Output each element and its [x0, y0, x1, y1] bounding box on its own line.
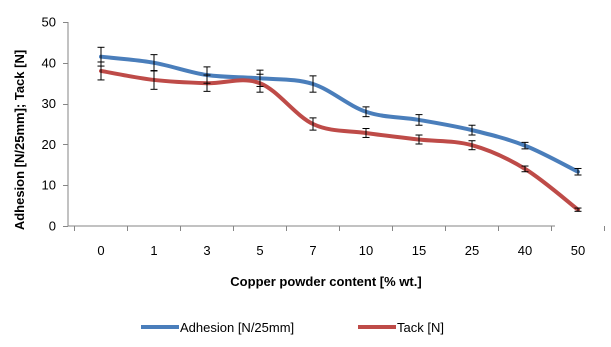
series-line-tack: [99, 68, 580, 212]
error-bar-tack: [256, 73, 264, 93]
x-tick-label: 50: [571, 243, 585, 258]
error-bar-adhesion: [468, 124, 476, 136]
y-tick-label: 50: [42, 15, 56, 30]
error-bar-tack: [97, 61, 105, 81]
error-bar-tack: [521, 165, 529, 173]
y-tick-label: 10: [42, 178, 56, 193]
error-bar-adhesion: [415, 114, 423, 126]
legend-label-adhesion: Adhesion [N/25mm]: [180, 320, 294, 335]
x-tick-label: 40: [518, 243, 532, 258]
y-axis-title: Adhesion [N/25mm]; Tack [N]: [12, 50, 27, 230]
x-axis-title: Copper powder content [% wt.]: [230, 274, 421, 289]
x-tick-label: 5: [256, 243, 263, 258]
axes: [63, 22, 605, 231]
series-line-adhesion: [99, 54, 580, 174]
y-tick-label: 30: [42, 96, 56, 111]
y-tick-label: 40: [42, 55, 56, 70]
x-tick-label: 7: [309, 243, 316, 258]
legend-label-tack: Tack [N]: [397, 320, 444, 335]
x-tick-label: 0: [97, 243, 104, 258]
x-tick-label: 25: [465, 243, 479, 258]
error-bar-adhesion: [309, 75, 317, 93]
error-bar-tack: [468, 140, 476, 151]
legend: Adhesion [N/25mm] Tack [N]: [141, 320, 444, 335]
x-tick-labels: 0 1 3 5 7 10 15 25 40 50: [97, 243, 585, 258]
x-tick-label: 3: [203, 243, 210, 258]
error-bar-tack: [415, 134, 423, 145]
y-tick-label: 20: [42, 137, 56, 152]
error-bars: [97, 46, 582, 212]
error-bar-tack: [150, 70, 158, 90]
error-bar-adhesion: [362, 106, 370, 118]
error-bar-adhesion: [574, 167, 582, 176]
x-tick-label: 1: [150, 243, 157, 258]
x-tick-label: 15: [412, 243, 426, 258]
series-layer: [99, 54, 580, 212]
error-bar-tack: [362, 127, 370, 138]
x-tick-label: 10: [359, 243, 373, 258]
error-bar-adhesion: [521, 141, 529, 150]
y-tick-labels: 0 10 20 30 40 50: [42, 15, 56, 234]
error-bar-tack: [574, 207, 582, 212]
error-bar-tack: [309, 117, 317, 131]
error-bar-tack: [203, 74, 211, 92]
y-tick-label: 0: [49, 219, 56, 234]
